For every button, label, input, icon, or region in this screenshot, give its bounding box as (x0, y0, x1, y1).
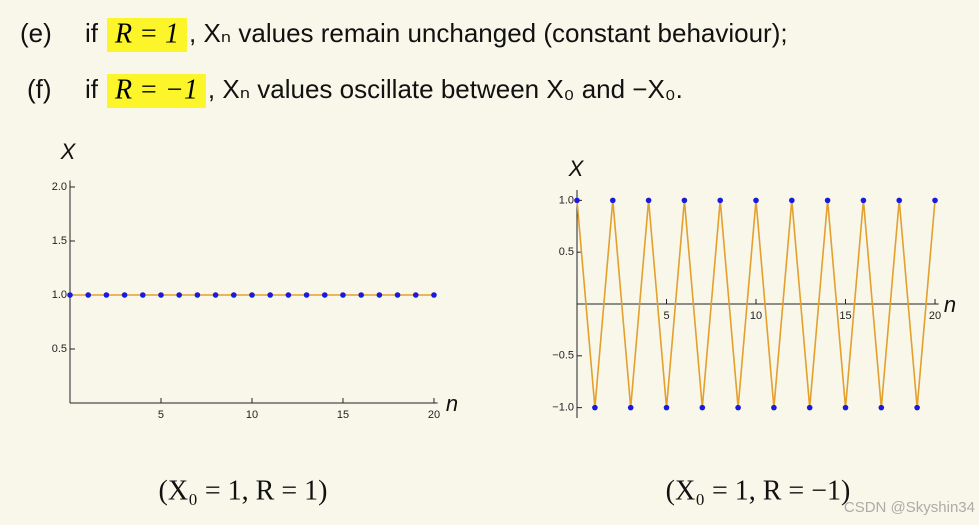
line-text: , Xₙ values remain unchanged (constant b… (189, 18, 788, 48)
point (663, 404, 670, 411)
point (914, 404, 920, 411)
y-axis-label: X (60, 139, 77, 164)
point (806, 404, 813, 411)
point (771, 404, 777, 411)
line-text: , Xₙ values oscillate between X₀ and −X₀… (208, 74, 683, 104)
point (645, 197, 652, 204)
point (681, 197, 688, 204)
point (878, 404, 885, 411)
highlight (107, 74, 206, 108)
y-tick-label: 2.0 (52, 181, 67, 193)
chart-caption: (X₀ = 1, R = 1) (159, 475, 328, 506)
point (376, 292, 383, 298)
math-condition: R = 1 (114, 18, 179, 49)
point (139, 292, 146, 298)
chart-caption: (X₀ = 1, R = −1) (666, 475, 851, 506)
watermark: CSDN @Skyshin34 (844, 499, 975, 516)
point (121, 292, 128, 298)
point (896, 197, 903, 204)
y-tick-label: 1.0 (52, 289, 67, 301)
point (412, 292, 419, 298)
point (67, 292, 73, 298)
point (394, 292, 401, 298)
x-tick-label: 15 (337, 409, 349, 421)
point (321, 292, 328, 298)
y-axis-label: X (568, 156, 585, 181)
point (627, 404, 634, 411)
y-tick-label: 0.5 (52, 343, 67, 355)
point (735, 404, 741, 411)
y-tick-label: 1.0 (559, 194, 574, 206)
item-label: (f) (27, 74, 52, 104)
math-condition: R = −1 (114, 74, 198, 105)
x-axis-label: n (944, 292, 956, 317)
x-tick-label: 10 (750, 310, 762, 322)
point (85, 292, 91, 298)
point (176, 292, 182, 298)
if-word: if (85, 74, 99, 104)
point (358, 292, 364, 298)
point (230, 292, 237, 298)
point (303, 292, 310, 298)
point (699, 404, 706, 411)
point (194, 292, 201, 298)
point (267, 292, 273, 298)
item-label: (e) (20, 18, 52, 48)
y-tick-label: −0.5 (552, 350, 574, 362)
if-word: if (85, 18, 99, 48)
x-tick-label: 5 (158, 409, 164, 421)
point (158, 292, 164, 298)
point (431, 292, 437, 298)
x-tick-label: 20 (929, 310, 941, 322)
point (717, 197, 724, 204)
point (285, 292, 292, 298)
point (574, 197, 580, 204)
x-axis-label: n (446, 391, 458, 416)
point (212, 292, 219, 298)
y-tick-label: −1.0 (552, 402, 574, 414)
highlight (107, 18, 187, 52)
y-tick-label: 0.5 (559, 246, 574, 258)
x-tick-label: 5 (663, 310, 669, 322)
point (932, 197, 938, 204)
x-tick-label: 15 (839, 310, 851, 322)
point (592, 404, 598, 411)
point (842, 404, 849, 411)
point (610, 197, 616, 204)
point (860, 197, 867, 204)
point (340, 292, 346, 298)
point (824, 197, 831, 204)
point (789, 197, 795, 204)
y-tick-label: 1.5 (52, 235, 67, 247)
point (753, 197, 759, 204)
point (249, 292, 255, 298)
x-tick-label: 10 (246, 409, 258, 421)
point (103, 292, 110, 298)
x-tick-label: 20 (428, 409, 440, 421)
